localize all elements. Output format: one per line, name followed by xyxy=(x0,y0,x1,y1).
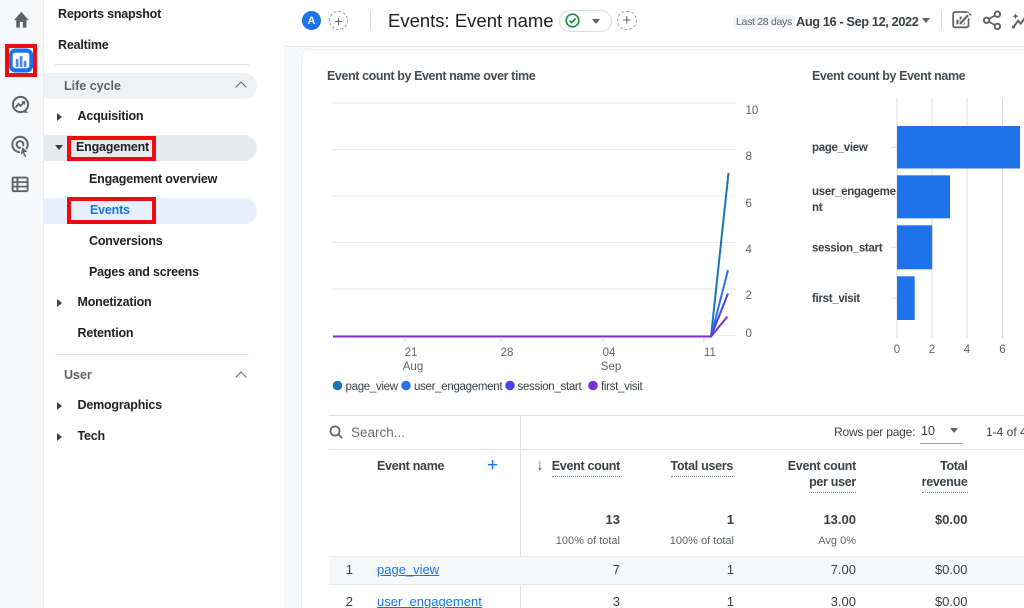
svg-text:session_start: session_start xyxy=(518,381,583,393)
svg-text:Sep: Sep xyxy=(601,361,621,373)
svg-text:4: 4 xyxy=(964,344,971,356)
svg-text:8: 8 xyxy=(746,151,752,163)
svg-text:4: 4 xyxy=(746,244,753,256)
svg-text:page_view: page_view xyxy=(346,381,399,393)
svg-text:session_start: session_start xyxy=(812,243,883,255)
svg-text:2: 2 xyxy=(746,290,752,302)
svg-text:04: 04 xyxy=(603,347,616,359)
svg-text:Aug: Aug xyxy=(403,361,423,373)
svg-text:6: 6 xyxy=(999,344,1005,356)
svg-text:first_visit: first_visit xyxy=(601,381,644,393)
svg-text:nt: nt xyxy=(812,202,823,214)
svg-text:0: 0 xyxy=(746,328,752,340)
svg-text:2: 2 xyxy=(929,344,935,356)
svg-text:11: 11 xyxy=(704,347,716,359)
svg-text:user_engageme: user_engageme xyxy=(812,186,896,198)
svg-text:page_view: page_view xyxy=(812,142,868,154)
svg-text:21: 21 xyxy=(405,347,418,359)
svg-text:6: 6 xyxy=(746,198,752,210)
svg-text:user_engagement: user_engagement xyxy=(414,381,503,393)
svg-text:28: 28 xyxy=(501,347,514,359)
svg-text:0: 0 xyxy=(894,344,900,356)
svg-text:first_visit: first_visit xyxy=(812,293,860,305)
svg-text:10: 10 xyxy=(746,105,759,117)
